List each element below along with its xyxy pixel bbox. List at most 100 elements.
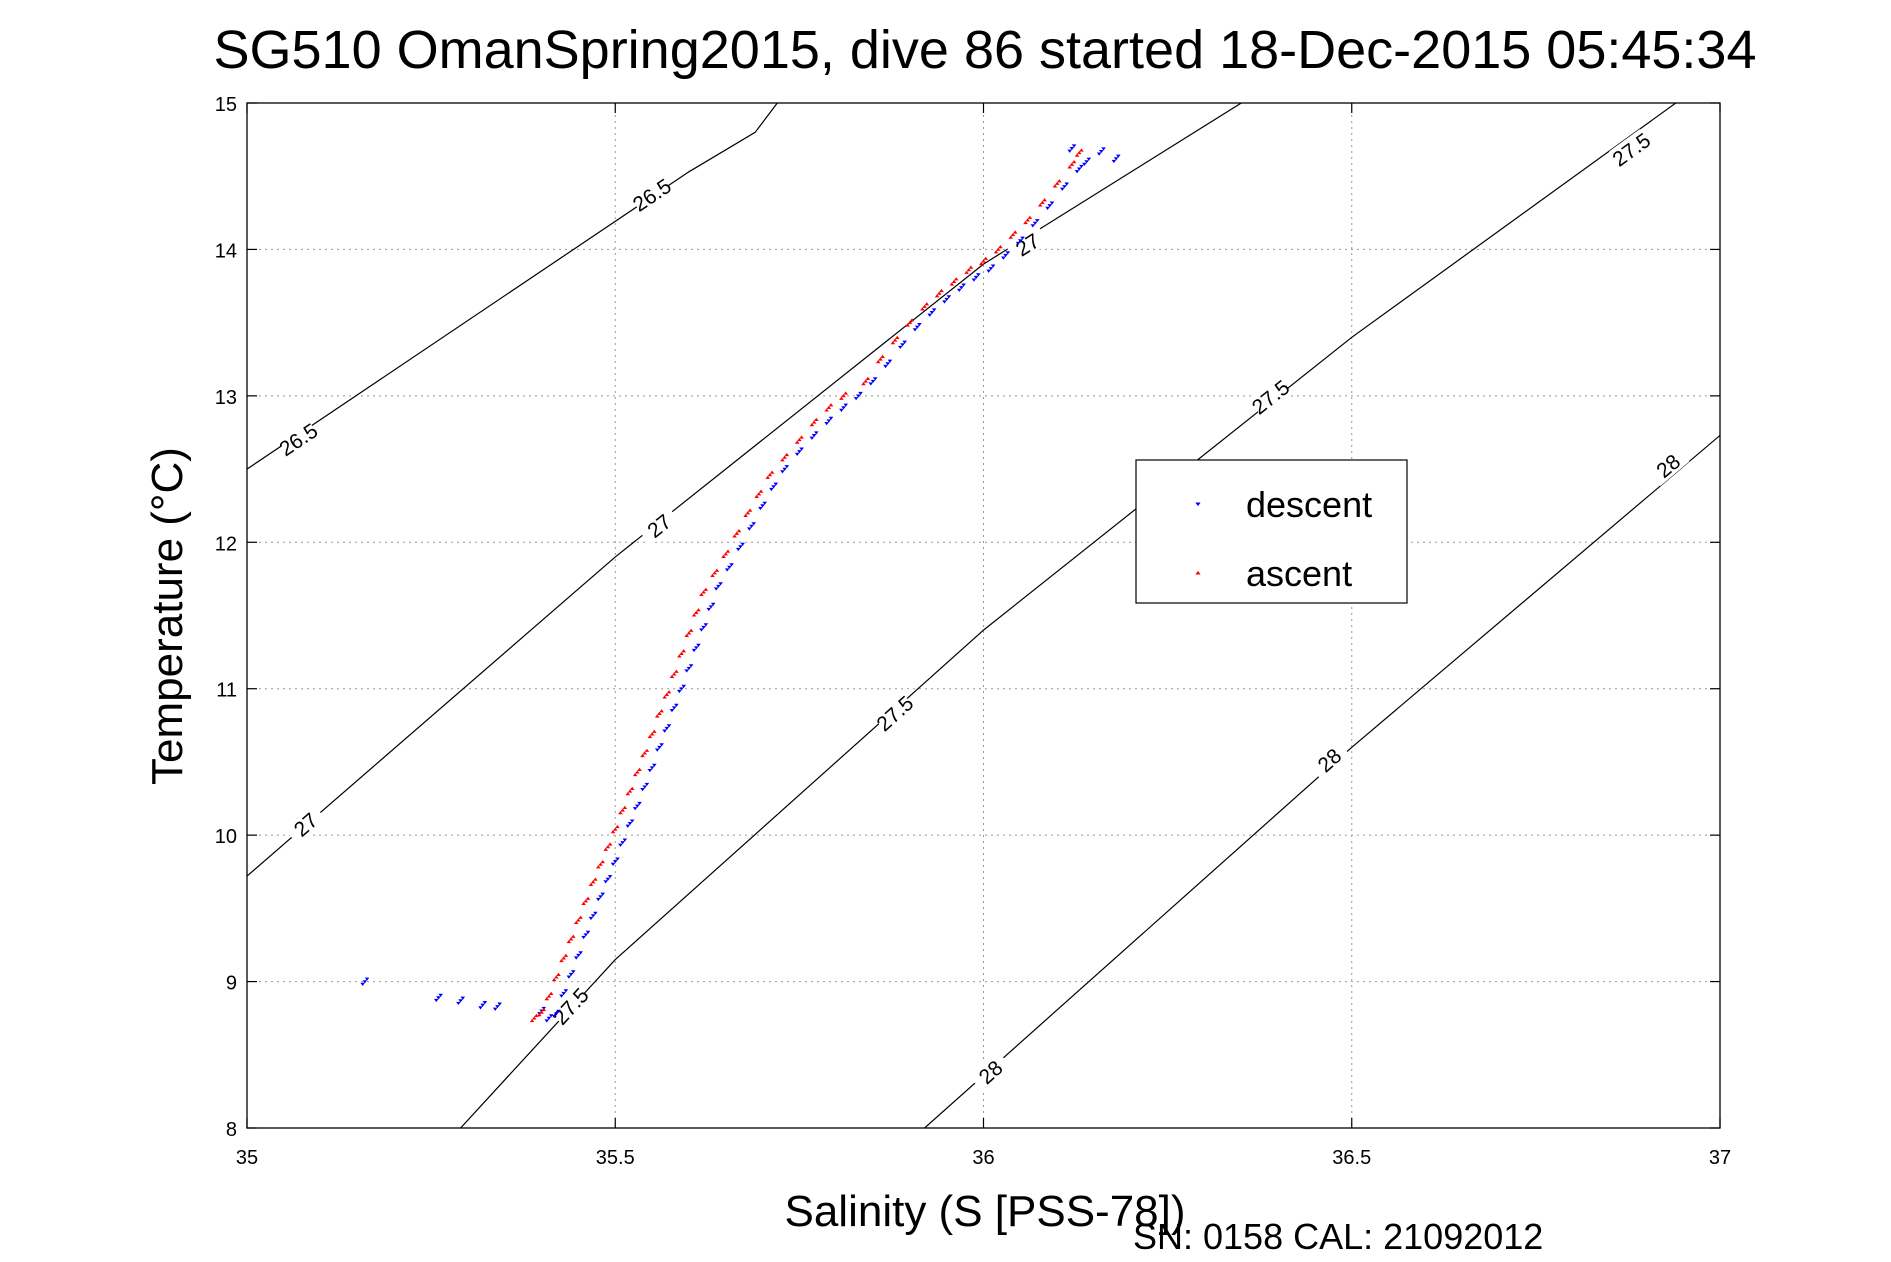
ascent-point: [839, 396, 844, 400]
descent-point: [495, 1005, 500, 1009]
descent-point: [588, 916, 594, 921]
ascent-point: [895, 335, 900, 339]
ascent-point: [754, 494, 759, 498]
ascent-point: [1027, 215, 1033, 219]
descent-point: [585, 930, 591, 934]
descent-point: [573, 956, 579, 960]
ascent-point: [537, 1013, 542, 1017]
ascent-point: [767, 473, 773, 477]
descent-point: [693, 646, 699, 650]
ascent-point: [647, 734, 653, 739]
descent-point: [681, 684, 687, 688]
ascent-point: [924, 302, 930, 306]
contour-label-bg: [283, 803, 327, 845]
ascent-point: [968, 265, 974, 269]
descent-point: [478, 1006, 483, 1010]
descent-point: [729, 563, 734, 567]
descent-point: [708, 605, 714, 609]
descent-point: [581, 935, 586, 940]
descent-point: [1067, 149, 1072, 153]
ascent-point: [949, 282, 955, 286]
density-contour-line: [247, 103, 1242, 877]
descent-point: [1099, 149, 1104, 154]
descent-point: [1084, 160, 1089, 164]
ascent-point: [566, 939, 572, 944]
ascent-point: [964, 270, 969, 274]
ascent-point: [995, 247, 1001, 251]
descent-point: [749, 524, 754, 529]
ascent-point: [907, 320, 913, 325]
descent-point: [677, 689, 682, 694]
x-tick-label: 35: [236, 1147, 258, 1169]
ascent-point: [551, 977, 557, 982]
descent-point: [1074, 170, 1080, 174]
descent-point: [990, 264, 996, 268]
descent-point: [671, 706, 677, 710]
descent-point: [662, 729, 667, 733]
ascent-point: [1067, 165, 1072, 169]
contour-label-bg: [1307, 738, 1351, 781]
ascent-point: [561, 956, 566, 960]
descent-point: [885, 362, 891, 366]
ascent-point: [1071, 160, 1077, 164]
descent-point: [897, 345, 903, 350]
ascent-point: [1057, 179, 1062, 183]
descent-point: [771, 485, 776, 489]
descent-point: [492, 1007, 498, 1011]
ascent-point: [640, 753, 645, 758]
ascent-point: [723, 552, 729, 556]
descent-point: [1113, 157, 1119, 161]
ascent-point: [1040, 200, 1045, 204]
descent-point: [735, 547, 741, 552]
ascent-point: [747, 508, 753, 512]
ascent-point: [1010, 232, 1016, 237]
contour-label-bg: [968, 1050, 1012, 1093]
ascent-point: [585, 896, 591, 900]
y-tick-label: 10: [215, 826, 237, 848]
descent-point: [480, 1003, 485, 1007]
legend-marker-descent: [1195, 502, 1201, 507]
ascent-point: [841, 394, 846, 398]
ascent-point: [605, 845, 611, 849]
descent-point: [644, 782, 650, 787]
descent-point: [917, 323, 922, 327]
descent-point: [1045, 206, 1050, 210]
descent-point: [583, 933, 589, 937]
descent-point: [600, 892, 606, 896]
descent-point: [701, 625, 706, 630]
descent-point: [649, 766, 655, 770]
descent-point: [988, 267, 994, 271]
ascent-point: [568, 937, 574, 941]
contour-label-bg: [872, 691, 916, 734]
descent-point: [436, 996, 441, 1000]
ascent-point: [714, 568, 720, 572]
descent-point: [615, 857, 620, 861]
contour-label-bg: [629, 174, 674, 215]
ascent-point: [1074, 153, 1080, 157]
descent-point: [1003, 253, 1008, 258]
descent-point: [703, 623, 709, 627]
ascent-point: [843, 391, 849, 395]
descent-point: [828, 416, 834, 420]
ascent-point: [649, 732, 655, 736]
ascent-point: [684, 633, 689, 638]
descent-point: [1030, 224, 1036, 228]
descent-point: [460, 996, 466, 1000]
ascent-point: [664, 692, 670, 696]
ascent-point: [642, 751, 648, 755]
ascent-point: [1008, 235, 1014, 239]
ascent-point: [603, 847, 608, 851]
descent-point: [578, 951, 583, 955]
descent-point: [603, 880, 608, 884]
ascent-point: [892, 338, 898, 342]
ascent-point: [939, 288, 944, 293]
descent-point: [799, 447, 804, 451]
ascent-point: [769, 470, 775, 474]
descent-point: [640, 788, 645, 792]
y-tick-label: 11: [216, 680, 237, 702]
ascent-point: [811, 420, 817, 424]
descent-point: [607, 875, 613, 879]
ascent-point: [644, 748, 650, 752]
ascent-point: [627, 789, 633, 793]
descent-point: [809, 436, 815, 440]
